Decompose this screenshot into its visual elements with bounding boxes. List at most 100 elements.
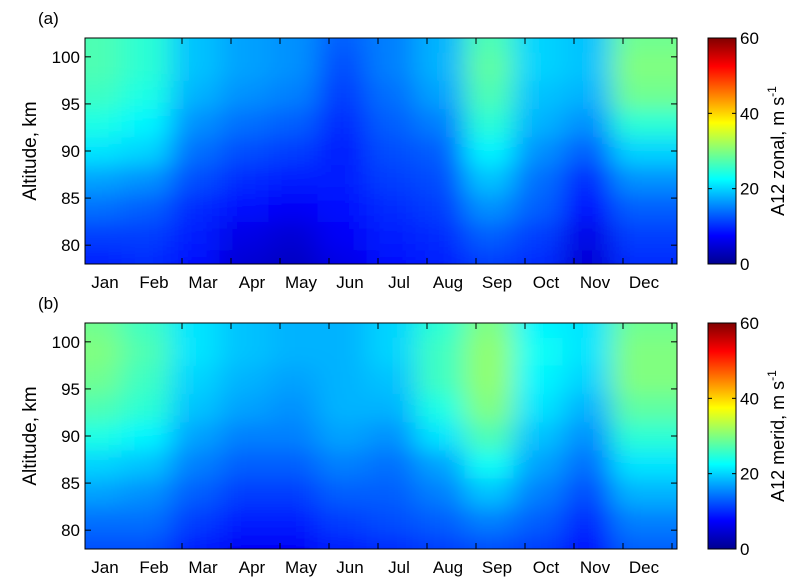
colorbar-tick-label: 60: [740, 29, 759, 48]
heatmap-cell: [121, 221, 171, 251]
heatmap-cell: [562, 534, 612, 549]
heatmap-cell: [562, 249, 612, 264]
x-tick-label: Jan: [91, 558, 118, 577]
heatmap-cell: [85, 136, 122, 166]
heatmap-cell: [317, 165, 367, 194]
heatmap-cell: [366, 478, 416, 508]
y-tick-label: 80: [61, 521, 80, 540]
heatmap-cell: [219, 136, 269, 166]
x-tick-label: Nov: [580, 273, 611, 292]
heatmap-cell: [366, 193, 416, 223]
heatmap-cell: [121, 421, 171, 451]
heatmap-cell: [121, 52, 171, 81]
panel-a: (a) 80 85 90 95 100 Jan Feb Mar Apr May Jun Jul Aug…: [20, 9, 788, 292]
heatmap-cell: [268, 478, 318, 508]
heatmap-cell: [464, 165, 514, 194]
heatmap-cell: [464, 38, 514, 53]
heatmap-cell: [464, 80, 514, 110]
heatmap-cell: [85, 421, 122, 451]
heatmap-cell: [415, 393, 465, 423]
heatmap-cell: [170, 534, 220, 549]
x-tick-label: Oct: [533, 558, 560, 577]
x-tick-label: Nov: [580, 558, 611, 577]
heatmap-cell: [513, 136, 563, 166]
heatmap-cell: [513, 323, 563, 338]
heatmap-cell: [464, 193, 514, 223]
heatmap-cell: [562, 506, 612, 536]
heatmap-cell: [464, 52, 514, 81]
heatmap-cell: [415, 193, 465, 223]
x-tick-label: Jul: [388, 558, 410, 577]
heatmap-cell: [464, 249, 514, 264]
heatmap-cell: [268, 393, 318, 423]
heatmap-cell: [219, 534, 269, 549]
heatmap-cell: [513, 193, 563, 223]
heatmap-cell: [513, 534, 563, 549]
heatmap-cell: [611, 506, 677, 536]
heatmap-cell: [268, 421, 318, 451]
heatmap-cell: [562, 365, 612, 395]
heatmap-cell: [513, 421, 563, 451]
heatmap-cell: [611, 534, 677, 549]
heatmap-cell: [170, 365, 220, 395]
heatmap-cell: [219, 165, 269, 194]
heatmap-cell: [268, 136, 318, 166]
heatmap-cell: [611, 52, 677, 81]
y-tick-label: 80: [61, 236, 80, 255]
heatmap-cell: [85, 450, 122, 479]
x-tick-label: Mar: [188, 273, 218, 292]
heatmap-cell: [562, 80, 612, 110]
heatmap-cell: [317, 337, 367, 366]
heatmap-cell: [85, 165, 122, 194]
heatmap-cell: [611, 221, 677, 251]
heatmap-cell: [415, 506, 465, 536]
heatmap-cell: [366, 506, 416, 536]
heatmap-cell: [268, 365, 318, 395]
heatmap-cell: [464, 108, 514, 138]
heatmap-cell: [121, 323, 171, 338]
colorbar-tick-label: 40: [740, 389, 759, 408]
heatmap-cell: [513, 478, 563, 508]
heatmap-cell: [268, 450, 318, 479]
y-tick-label: 100: [52, 48, 80, 67]
heatmap-cell: [85, 38, 122, 53]
heatmap-cell: [85, 506, 122, 536]
heatmap-cell: [415, 421, 465, 451]
heatmap-cell: [415, 136, 465, 166]
heatmap-cell: [513, 450, 563, 479]
heatmap-cell: [121, 80, 171, 110]
heatmap-cell: [317, 365, 367, 395]
heatmap-cell: [464, 478, 514, 508]
heatmap-cell: [611, 393, 677, 423]
heatmap-cell: [464, 136, 514, 166]
heatmap-cell: [219, 393, 269, 423]
colorbar-label-text: A12 zonal, m s: [768, 97, 788, 216]
heatmap-cell: [121, 165, 171, 194]
heatmap-cell: [562, 450, 612, 479]
heatmap-cell: [611, 337, 677, 366]
y-axis: 80 85 90 95 100: [52, 48, 677, 255]
heatmap-cell: [317, 249, 367, 264]
colorbar-tick-label: 0: [740, 255, 749, 274]
heatmap-cell: [611, 193, 677, 223]
panel-label: (a): [38, 9, 59, 28]
heatmap-cell: [219, 80, 269, 110]
heatmap-cell: [219, 52, 269, 81]
heatmap-cell: [170, 165, 220, 194]
heatmap-cell: [85, 193, 122, 223]
heatmap-cell: [611, 165, 677, 194]
x-tick-label: Dec: [629, 273, 660, 292]
heatmap-cell: [170, 80, 220, 110]
heatmap-cell: [611, 323, 677, 338]
heatmap-cell: [513, 52, 563, 81]
heatmap-cell: [268, 108, 318, 138]
heatmap-cell: [219, 193, 269, 223]
heatmap-cell: [366, 421, 416, 451]
x-tick-label: Sep: [482, 558, 512, 577]
heatmap-cell: [562, 221, 612, 251]
heatmap-cell: [317, 136, 367, 166]
heatmap-cell: [513, 165, 563, 194]
heatmap-cell: [562, 393, 612, 423]
heatmap-cell: [268, 52, 318, 81]
